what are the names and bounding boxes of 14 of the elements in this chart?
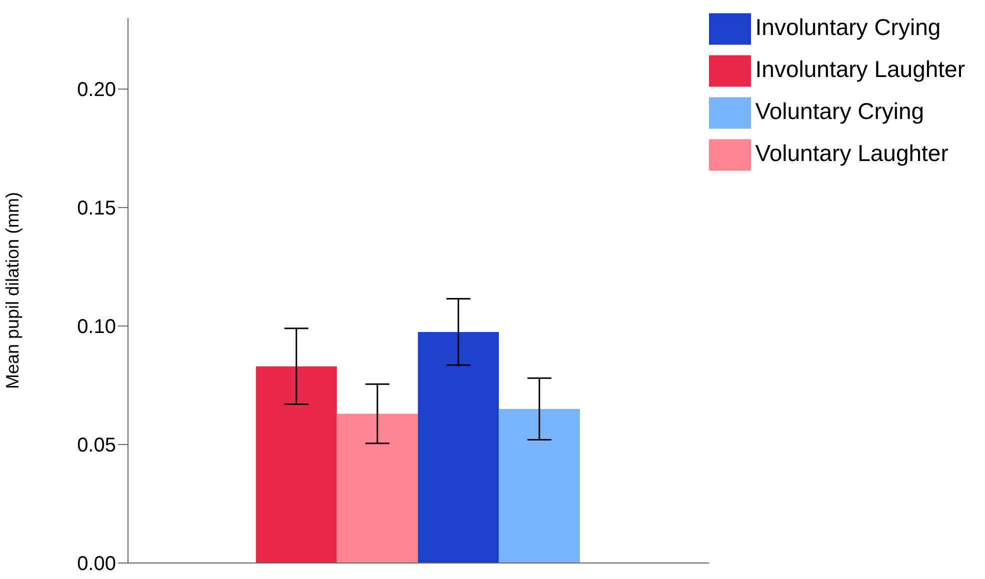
y-tick-label: 0.05 (77, 434, 116, 457)
bar (418, 332, 499, 563)
y-axis-title: Mean pupil dilation (mm) (2, 192, 22, 390)
bar (336, 414, 418, 563)
bar (498, 408, 580, 563)
y-tick-label: 0.00 (77, 553, 116, 576)
legend-label: Voluntary Laughter (755, 140, 948, 166)
legend-label: Involuntary Laughter (755, 56, 965, 82)
y-tick-label: 0.20 (77, 79, 116, 102)
legend-label: Voluntary Crying (755, 98, 924, 124)
y-tick-label: 0.15 (77, 198, 116, 220)
bar (256, 366, 337, 563)
y-tick-label: 0.10 (77, 316, 116, 338)
legend-label: Involuntary Crying (755, 14, 941, 40)
